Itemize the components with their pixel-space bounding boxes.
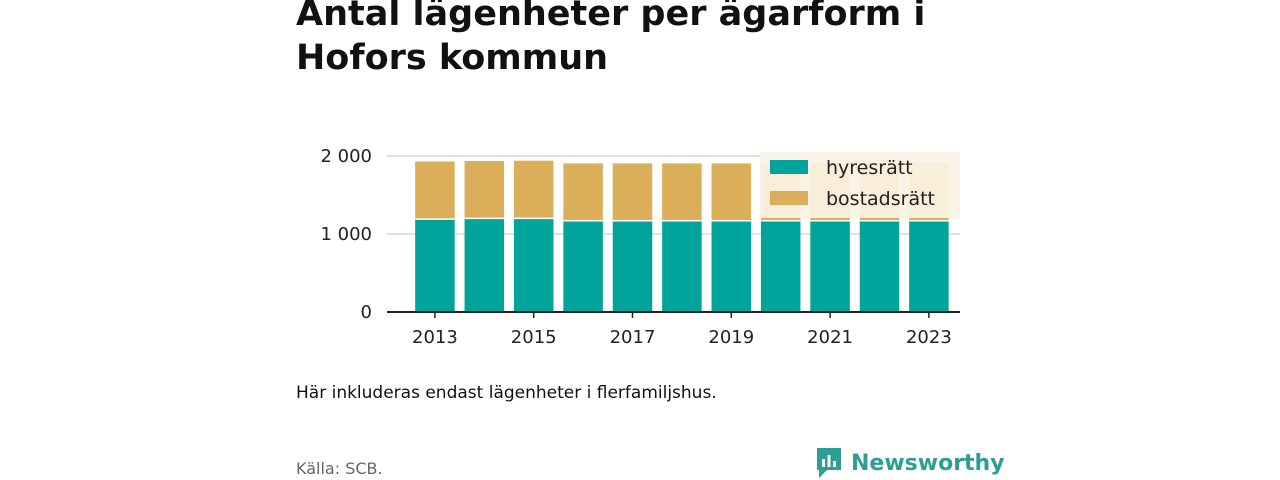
axes: 0 1 000 2 000 2013 2015 2017 2019 2021 2023 xyxy=(320,146,960,348)
bar-hyresratt xyxy=(612,220,653,312)
y-tick-label: 2 000 xyxy=(320,146,372,167)
legend: hyresrätt bostadsrätt xyxy=(760,152,960,218)
x-tick-label: 2013 xyxy=(412,327,458,348)
bar-bostadsratt xyxy=(662,163,702,221)
legend-label: hyresrätt xyxy=(826,157,913,179)
brand-name: Newsworthy xyxy=(851,450,1005,476)
y-tick-label: 0 xyxy=(361,302,372,323)
chart-title: Antal lägenheter per ägarform i Hofors k… xyxy=(296,0,926,78)
x-tick-label: 2023 xyxy=(906,327,952,348)
newsworthy-logo-icon xyxy=(817,448,841,478)
legend-swatch xyxy=(770,191,808,205)
y-tick-label: 1 000 xyxy=(320,224,372,245)
bar-bostadsratt xyxy=(612,163,653,221)
bar-hyresratt xyxy=(513,218,554,312)
source-text: Källa: SCB. xyxy=(296,459,383,478)
bar-bostadsratt xyxy=(415,161,455,220)
legend-label: bostadsrätt xyxy=(826,188,935,210)
bar-bostadsratt xyxy=(563,163,603,221)
bar-hyresratt xyxy=(909,220,949,312)
bar-hyresratt xyxy=(662,220,702,312)
bar-hyresratt xyxy=(859,220,900,312)
bar-hyresratt xyxy=(464,218,505,312)
bar-hyresratt xyxy=(760,220,801,312)
x-tick-label: 2019 xyxy=(708,327,754,348)
x-tick-label: 2021 xyxy=(807,327,853,348)
chart-note: Här inkluderas endast lägenheter i flerf… xyxy=(296,383,717,403)
bar-hyresratt xyxy=(415,219,455,312)
bar-bostadsratt xyxy=(513,160,554,219)
bar-bostadsratt xyxy=(464,161,505,219)
bar-hyresratt xyxy=(810,220,850,312)
x-tick-label: 2015 xyxy=(511,327,557,348)
bar-hyresratt xyxy=(711,220,752,312)
legend-swatch xyxy=(770,160,808,174)
bar-hyresratt xyxy=(563,220,603,312)
bar-bostadsratt xyxy=(711,163,752,221)
brand-logo[interactable]: Newsworthy xyxy=(815,446,1005,480)
x-tick-label: 2017 xyxy=(610,327,656,348)
